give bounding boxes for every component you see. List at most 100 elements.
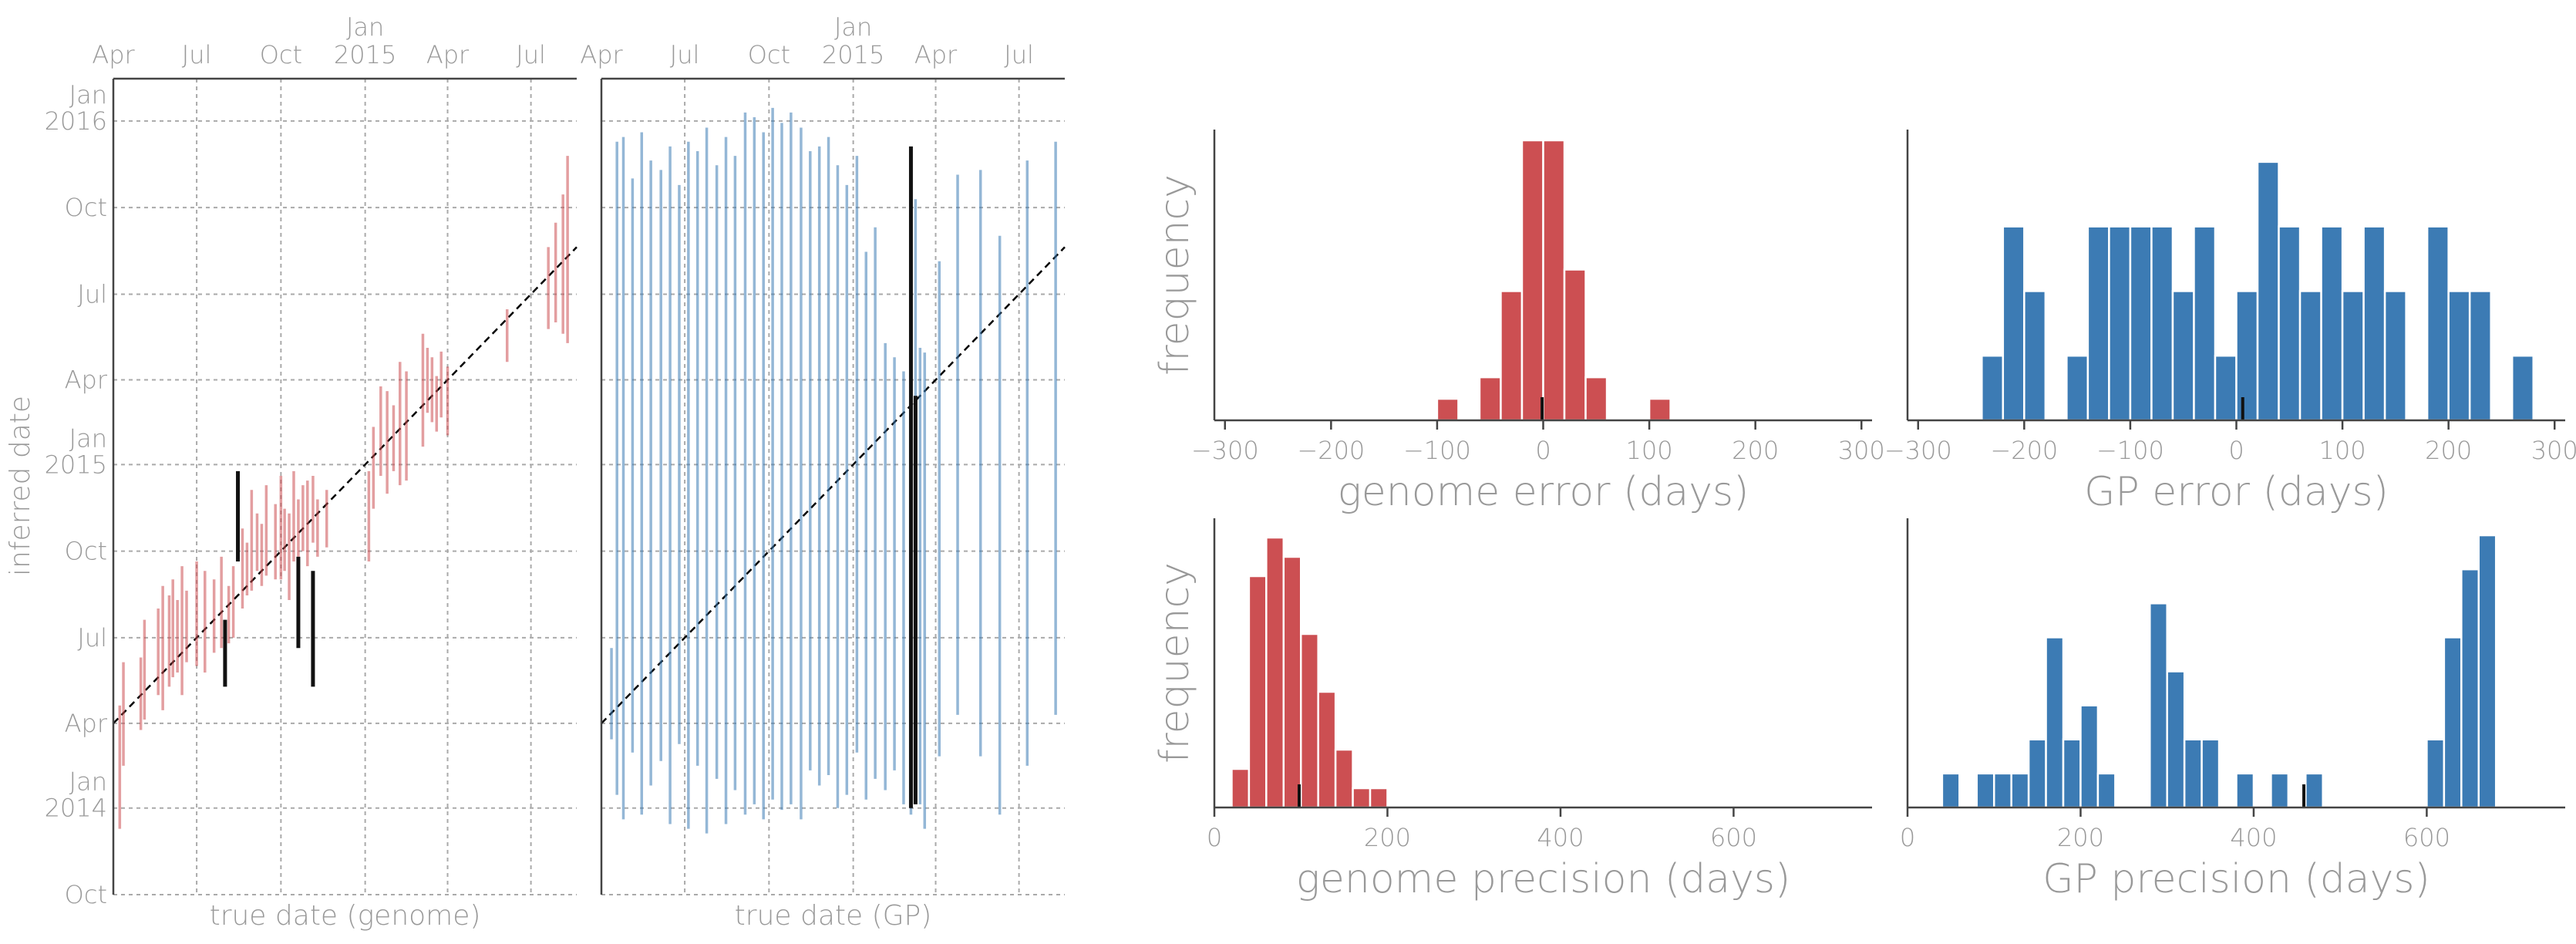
histogram-bar [2256,160,2280,422]
x-tick-label: −300 [1191,436,1259,465]
histogram-bar [2129,225,2153,422]
y-axis-label: frequency [1152,562,1198,764]
x-tick-label: Apr [580,40,623,69]
x-tick-label: 600 [1710,823,1757,852]
histogram-bar [1282,555,1302,809]
x-tick-label: 400 [2230,823,2277,852]
histogram-bar [2320,225,2344,422]
histogram-bar [2235,290,2259,422]
x-tick-label: 200 [1732,436,1779,465]
histogram-bar [1975,772,1995,809]
y-axis-label: inferred date [5,396,36,576]
x-tick-label: Jan 2015 [334,12,396,69]
histogram-bar [2383,290,2407,422]
histogram-bar [2270,772,2290,809]
x-axis-label: genome error (days) [1338,469,1749,515]
histogram-bar [1478,376,1502,422]
y-tick-label: Oct [65,193,107,222]
histogram-bar [2108,225,2132,422]
x-tick-label: 200 [1364,823,1411,852]
histogram-bar [1992,772,2012,809]
histogram-bar [1436,397,1460,422]
y-tick-label: Jan 2014 [45,767,107,823]
x-tick-label: Jul [1004,40,1034,69]
histogram-bar [2468,290,2492,422]
x-tick-label: −200 [1990,436,2058,465]
y-tick-label: Jul [77,279,107,308]
y-tick-label: Jul [77,623,107,652]
y-tick-label: Apr [65,365,108,394]
histogram-bar [2171,290,2195,422]
histogram-bar [2150,225,2174,422]
histogram-bar [1563,268,1587,422]
histogram-bar [2305,772,2324,809]
diagonal-line [113,246,577,724]
x-tick-label: 100 [2319,436,2366,465]
histogram-bar [2341,290,2365,422]
x-axis-label: GP error (days) [2084,469,2389,515]
x-axis-label: true date (GP) [735,900,932,932]
histogram-bar [2045,636,2065,809]
x-tick-label: 300 [2531,436,2576,465]
histogram-bar [2426,738,2446,809]
histogram-bar [2278,225,2302,422]
x-tick-label: 0 [1900,823,1915,852]
histogram-bar [1299,632,1319,809]
histogram-bar [2193,225,2217,422]
x-tick-label: Apr [92,40,135,69]
x-tick-label: 0 [1207,823,1222,852]
y-axis-label: frequency [1152,174,1198,376]
x-tick-label: −200 [1297,436,1365,465]
histogram-bar [2362,225,2386,422]
histogram-bar [2062,738,2082,809]
histogram-bar [2010,772,2030,809]
x-tick-label: Apr [914,40,958,69]
x-tick-label: Oct [748,40,790,69]
x-tick-label: 200 [2057,823,2104,852]
histogram-bar [1981,354,2005,422]
x-tick-label: 300 [1838,436,1885,465]
histogram-bar [1231,767,1251,809]
histogram-bar [1369,787,1389,809]
x-tick-label: 400 [1537,823,1584,852]
histogram-bar [2460,568,2480,809]
x-axis-label: genome precision (days) [1296,856,1791,902]
histogram-bar [2027,738,2047,809]
histogram-bar [1265,536,1285,809]
x-tick-label: 600 [2403,823,2450,852]
histogram-bar [1584,376,1608,422]
y-tick-label: Oct [65,537,107,566]
x-axis-label: GP precision (days) [2042,856,2430,902]
histogram-bar [2201,738,2221,809]
x-tick-label: Jul [516,40,546,69]
histogram-bar [2086,225,2110,422]
histogram-bar [2166,670,2186,809]
histogram-bar [2066,354,2089,422]
histogram-bar [2079,704,2100,809]
histogram-bar [2002,225,2025,422]
x-tick-label: 100 [1626,436,1673,465]
histogram-bar [2096,772,2116,809]
histogram-bar [2443,636,2463,809]
x-tick-label: 0 [1535,436,1551,465]
x-tick-label: 0 [2228,436,2244,465]
histogram-bar [1542,139,1566,422]
x-tick-label: Jul [670,40,700,69]
x-axis-label: true date (genome) [210,900,481,932]
x-tick-label: Jan 2015 [822,12,884,69]
x-tick-label: −300 [1884,436,1952,465]
histogram-bar [1248,575,1268,809]
histogram-bar [2447,290,2471,422]
y-tick-label: Oct [65,880,107,909]
histogram-bar [1520,139,1544,422]
histogram-bar [1317,690,1337,809]
y-tick-label: Jan 2015 [45,423,107,479]
histogram-bar [2235,772,2255,809]
histogram-bar [1500,290,1524,422]
histogram-bar [2149,602,2168,809]
histogram-bar [1352,787,1372,809]
histogram-bar [2214,354,2238,422]
histogram-bar [2183,738,2203,809]
x-tick-label: 200 [2425,436,2472,465]
y-tick-label: Apr [65,709,108,738]
